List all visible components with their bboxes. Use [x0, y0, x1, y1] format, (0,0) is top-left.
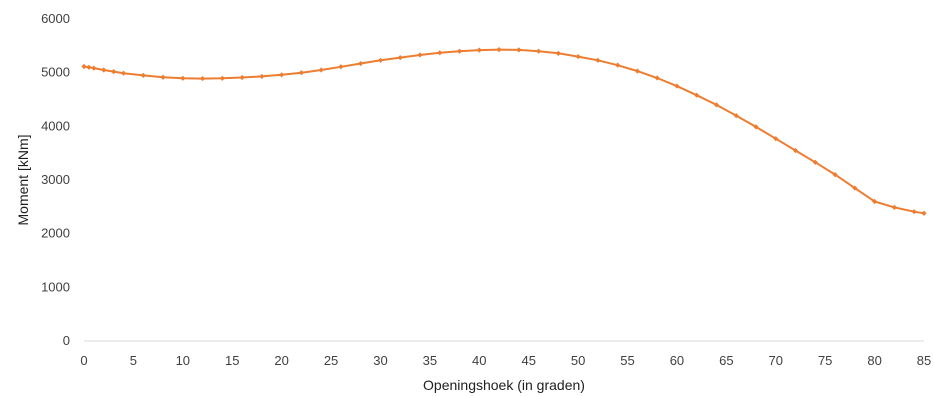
data-point	[555, 50, 561, 56]
data-point	[111, 68, 117, 75]
x-tick-label: 5	[130, 353, 137, 368]
data-point	[634, 68, 641, 74]
data-point	[595, 57, 601, 63]
data-point	[674, 83, 680, 89]
x-tick-label: 85	[917, 353, 931, 368]
x-tick-label: 40	[472, 353, 486, 368]
series-points	[81, 46, 927, 216]
data-point	[891, 204, 897, 210]
data-point	[239, 74, 245, 81]
x-tick-label: 55	[620, 353, 634, 368]
x-tick-label: 70	[769, 353, 783, 368]
x-tick-label: 80	[867, 353, 881, 368]
data-point	[91, 65, 97, 71]
data-point	[417, 52, 423, 58]
data-point	[259, 73, 265, 80]
y-axis-title: Moment [kNm]	[15, 134, 31, 225]
x-tick-label: 75	[818, 353, 832, 368]
x-tick-label: 10	[176, 353, 190, 368]
data-point	[338, 64, 344, 70]
x-tick-label: 30	[373, 353, 387, 368]
data-point	[792, 147, 799, 154]
data-point	[615, 62, 621, 68]
data-point	[575, 53, 581, 60]
data-point	[377, 57, 384, 63]
data-point	[516, 47, 522, 53]
data-point	[535, 48, 542, 54]
data-point	[713, 102, 720, 108]
y-tick-labels: 0 1000 2000 3000 4000 5000 6000	[41, 11, 70, 348]
data-point	[476, 47, 482, 53]
x-tick-label: 35	[423, 353, 437, 368]
data-point	[921, 210, 927, 216]
x-tick-label: 60	[670, 353, 684, 368]
y-tick-label: 5000	[41, 65, 70, 80]
y-tick-label: 2000	[41, 226, 70, 241]
data-point	[694, 92, 700, 98]
data-point	[753, 124, 759, 130]
data-point	[812, 159, 818, 165]
y-tick-label: 0	[63, 333, 70, 348]
y-tick-label: 1000	[41, 279, 70, 294]
data-point	[120, 70, 127, 76]
data-point	[911, 209, 917, 215]
x-tick-label: 45	[521, 353, 535, 368]
x-tick-label: 25	[324, 353, 338, 368]
data-point	[496, 46, 502, 53]
data-point	[101, 67, 107, 73]
data-point	[219, 75, 225, 81]
x-tick-label: 15	[225, 353, 239, 368]
data-point	[852, 185, 858, 191]
data-point	[279, 72, 285, 78]
x-tick-label: 50	[571, 353, 585, 368]
data-point	[437, 50, 443, 56]
data-point	[298, 70, 305, 76]
data-point	[871, 198, 878, 205]
x-axis-title: Openingshoek (in graden)	[423, 377, 585, 393]
series-line	[83, 48, 925, 215]
x-tick-labels: 0 5 10 15 20 25 30 35 40 45 50 55 60 65 70 75 80 85	[80, 353, 931, 368]
x-tick-label: 65	[719, 353, 733, 368]
data-point	[199, 75, 206, 82]
data-point	[832, 172, 838, 178]
data-point	[180, 75, 186, 81]
data-point	[773, 136, 779, 142]
data-point	[86, 64, 92, 70]
data-point	[318, 67, 324, 73]
y-tick-label: 4000	[41, 118, 70, 133]
data-point	[358, 60, 364, 67]
data-point	[160, 74, 166, 80]
data-point	[81, 63, 87, 70]
data-point	[733, 113, 739, 119]
x-tick-label: 20	[274, 353, 288, 368]
y-tick-label: 3000	[41, 172, 70, 187]
data-point	[140, 72, 146, 78]
data-point	[397, 55, 403, 61]
y-tick-label: 6000	[41, 11, 70, 26]
plot-area: 0 1000 2000 3000 4000 5000 6000 0 5 10 15 20 25 30 35…	[41, 11, 931, 368]
data-point	[456, 48, 463, 54]
x-tick-label: 0	[80, 353, 87, 368]
data-point	[654, 75, 660, 81]
